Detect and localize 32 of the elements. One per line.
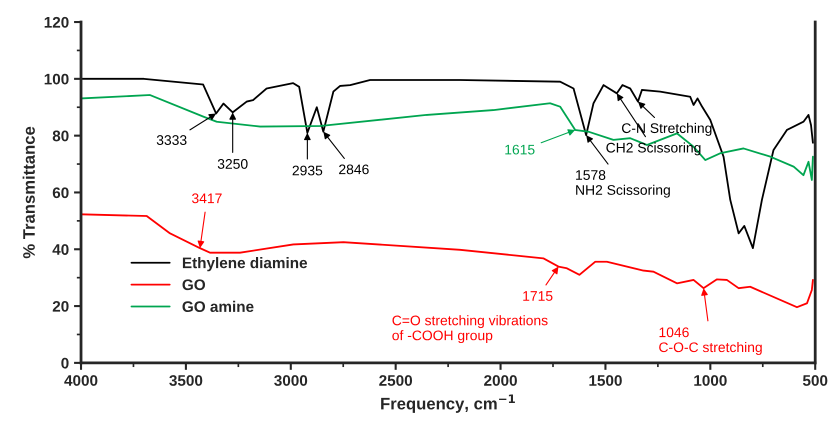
legend-label: Ethylene diamine xyxy=(182,257,308,272)
x-tick-label: 4000 xyxy=(64,375,98,386)
annotation: 1046 C-O-C stretching xyxy=(659,327,762,355)
y-tick-label: 40 xyxy=(52,244,69,255)
line-series xyxy=(81,94,814,181)
y-axis-title: % Transmittance xyxy=(22,126,35,258)
line-series xyxy=(81,78,814,250)
annotation: C=O stretching vibrations of -COOH group xyxy=(392,315,548,344)
x-tick-label: 3000 xyxy=(274,375,308,386)
x-tick-label: 2000 xyxy=(484,375,517,386)
annotation: 3250 xyxy=(218,159,248,169)
annotation: 1715 xyxy=(523,291,552,301)
y-tick-label: 20 xyxy=(52,300,69,312)
y-tick-label: 0 xyxy=(61,358,69,369)
annotation: 2846 xyxy=(339,164,369,174)
x-tick-label: 1500 xyxy=(589,375,622,386)
x-tick-label: 2500 xyxy=(379,375,412,386)
y-tick-label: 60 xyxy=(52,187,69,198)
annotation: 3417 xyxy=(192,193,222,204)
legend-label: GO amine xyxy=(182,300,254,312)
annotation: 1578 NH2 Scissoring xyxy=(576,170,670,198)
y-tick-label: 120 xyxy=(44,16,69,28)
y-tick-label: 80 xyxy=(52,130,69,142)
annotation: 3333 xyxy=(156,135,187,145)
x-tick-label: 1000 xyxy=(694,375,727,386)
annotation: 2935 xyxy=(292,166,322,176)
legend-label: GO xyxy=(182,279,206,290)
x-axis-title: Frequency, cm$^{−1}$ xyxy=(381,394,515,413)
x-tick-label: 500 xyxy=(802,375,828,386)
y-tick-label: 100 xyxy=(44,74,69,85)
x-tick-label: 3500 xyxy=(169,375,202,386)
annotation: 1615 xyxy=(505,144,535,155)
